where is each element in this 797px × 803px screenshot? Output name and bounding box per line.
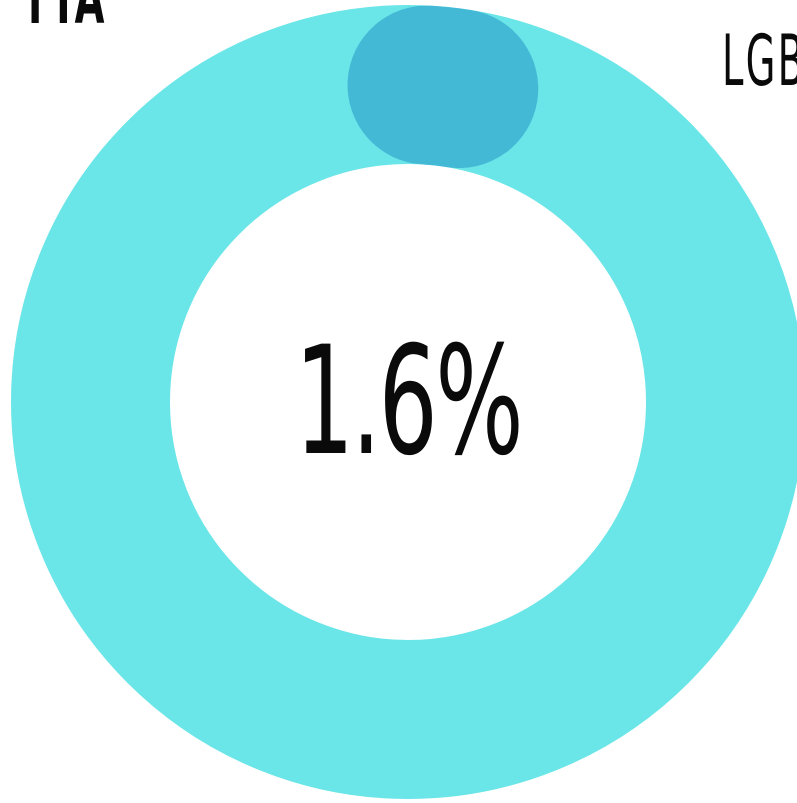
donut-slices [11,5,797,799]
donut-slice-lgbt [347,5,539,169]
right-label: LGBT [722,20,797,102]
left-label: TTA [22,0,106,40]
center-value-label: 1.6% [294,315,524,489]
